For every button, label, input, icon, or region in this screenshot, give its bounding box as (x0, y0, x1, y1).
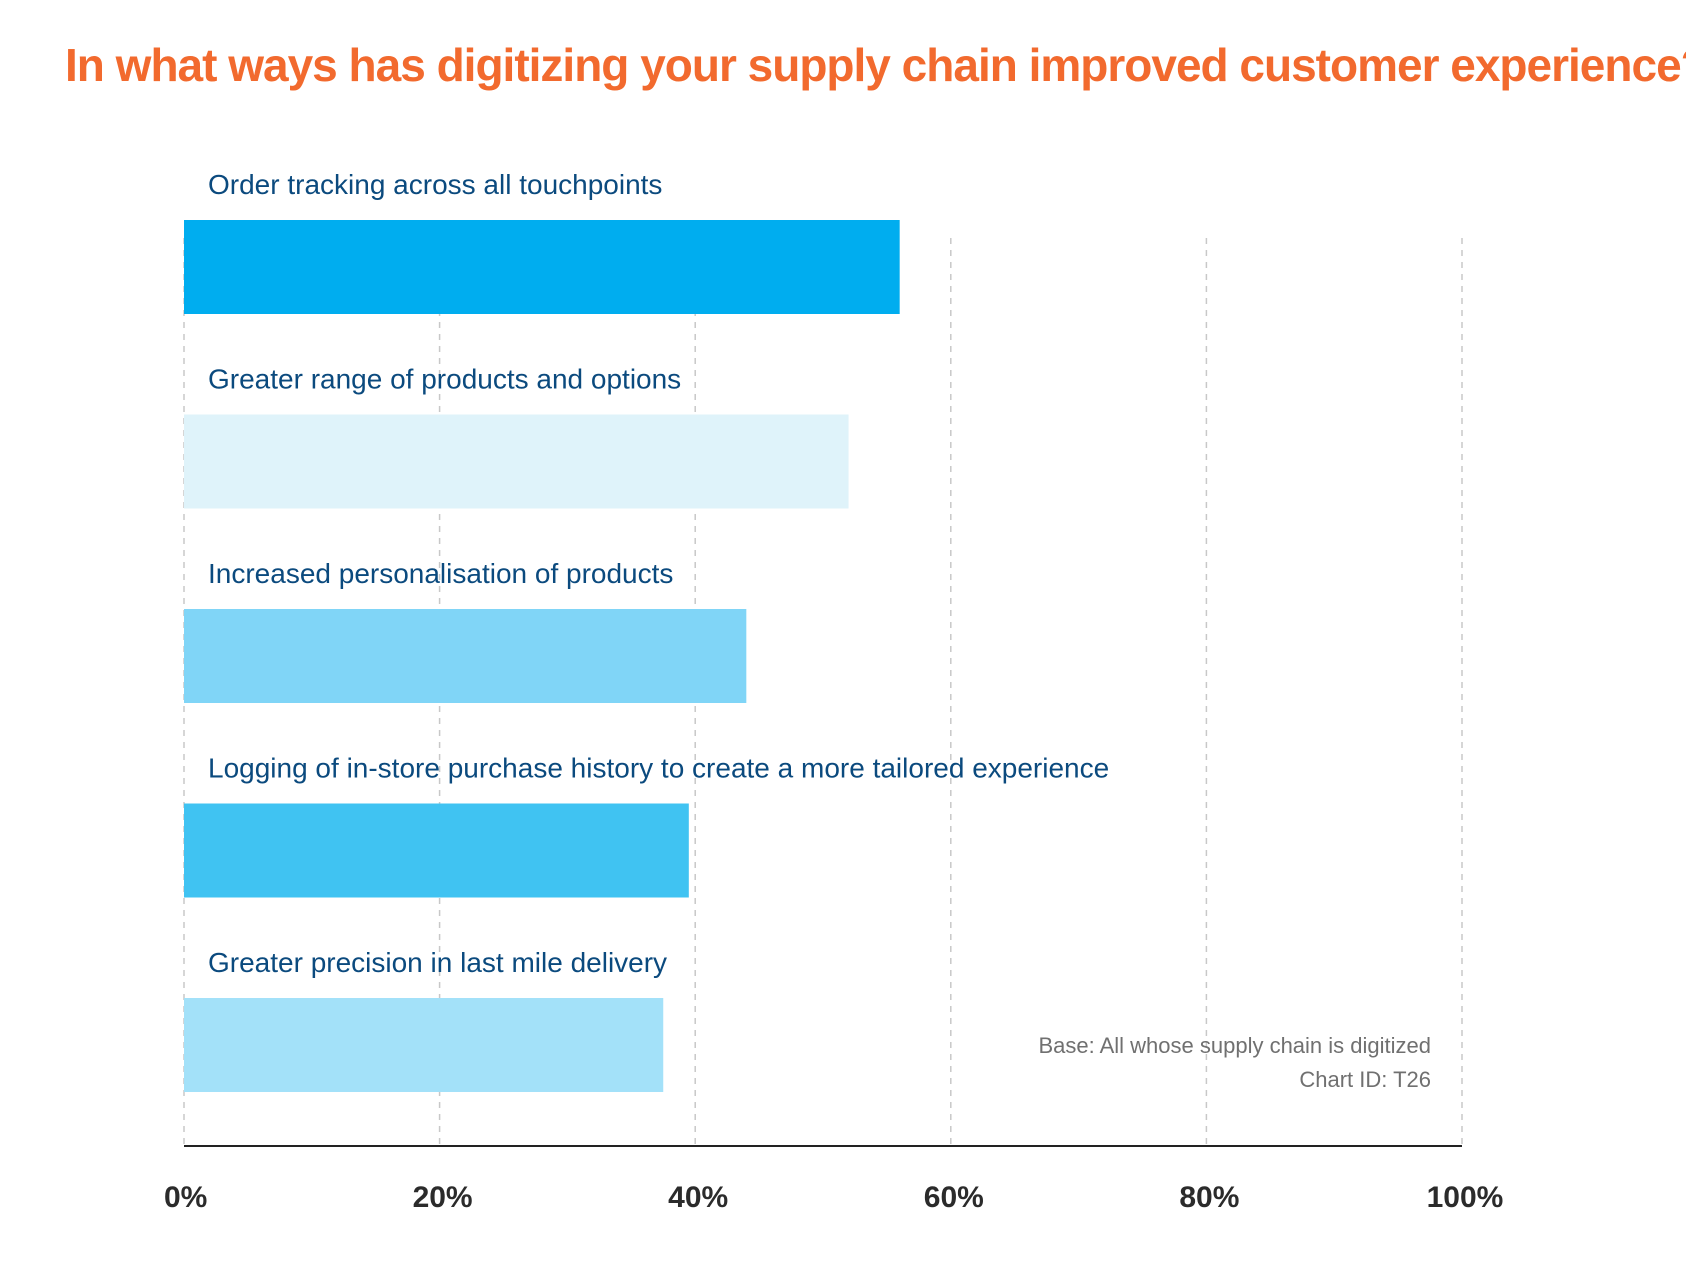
bar-4 (184, 803, 689, 898)
x-tick-label-4: 80% (1179, 1181, 1239, 1214)
bar-5 (184, 998, 664, 1092)
category-labels: Order tracking across all touchpoints Gre… (208, 169, 1109, 978)
x-tick-label-1: 20% (413, 1181, 473, 1214)
category-label-4: Logging of in-store purchase history to … (208, 753, 1109, 784)
bar-3 (184, 609, 747, 703)
chart-id-note: Chart ID: T26 (1299, 1067, 1431, 1092)
category-label-5: Greater precision in last mile delivery (208, 947, 667, 978)
category-label-2: Greater range of products and options (208, 364, 681, 395)
category-label-1: Order tracking across all touchpoints (208, 169, 662, 200)
gridlines (183, 238, 1463, 1146)
bars (184, 220, 900, 1092)
bar-1 (184, 220, 900, 314)
x-axis-ticks: 0% 20% 40% 60% 80% 100% (164, 1181, 1503, 1214)
category-label-3: Increased personalisation of products (208, 558, 673, 589)
x-tick-label-3: 60% (924, 1181, 984, 1214)
x-tick-label-2: 40% (668, 1181, 728, 1214)
chart-notes: Base: All whose supply chain is digitize… (1038, 1033, 1431, 1092)
bar-2 (184, 414, 849, 509)
x-tick-label-0: 0% (164, 1181, 207, 1214)
base-note: Base: All whose supply chain is digitize… (1038, 1033, 1431, 1058)
chart-title: In what ways has digitizing your supply … (65, 39, 1686, 91)
x-tick-label-5: 100% (1427, 1181, 1504, 1214)
